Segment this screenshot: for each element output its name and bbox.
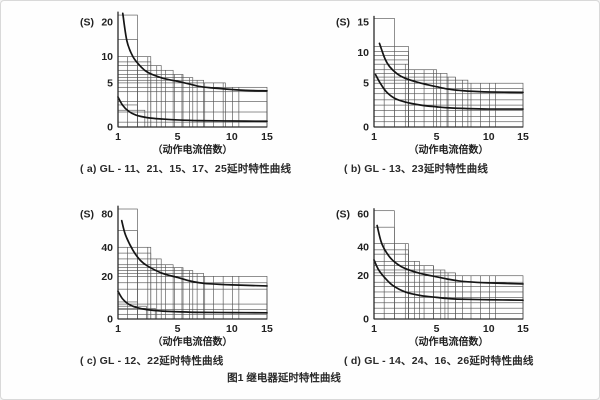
x-tick-label: 5 — [175, 131, 181, 143]
band-box — [373, 243, 409, 320]
chart-c: 0 20 40 80 1 5 10 15 (S) （动作电流倍数） ( c) GL - 12、22… — [61, 201, 319, 368]
upper-limit-curve — [121, 12, 268, 92]
x-tick-label: 10 — [226, 323, 238, 335]
y-tick-label: 20 — [357, 270, 369, 282]
x-tick-label: 15 — [517, 323, 529, 335]
band-box — [373, 291, 524, 320]
y-tick-label: 60 — [357, 209, 369, 221]
x-tick-label: 5 — [434, 323, 440, 335]
y-tick-label: 80 — [101, 209, 113, 221]
y-tick-label: 0 — [363, 122, 369, 134]
limit-curves — [373, 224, 524, 302]
band-box — [373, 99, 524, 128]
x-tick-label: 15 — [261, 131, 273, 143]
figure-caption: 图1 继电器延时特性曲线 — [227, 372, 341, 384]
x-axis-label: （动作电流倍数） — [409, 335, 489, 348]
y-tick-label: 40 — [357, 241, 369, 253]
x-tick-label: 5 — [175, 323, 181, 335]
upper-limit-curve — [378, 42, 524, 94]
x-axis-label: （动作电流倍数） — [153, 143, 233, 156]
band-boxes — [117, 208, 268, 320]
y-tick-label: 10 — [101, 51, 113, 63]
chart-c-caption: ( c) GL - 12、22延时特性曲线 — [80, 355, 224, 367]
y-unit-label: (S) — [80, 17, 94, 29]
y-tick-label: 20 — [101, 17, 113, 29]
chart-d: 0 20 40 60 1 5 10 15 (S) （动作电流倍数） ( d) GL - 14、24… — [317, 201, 575, 368]
y-tick-label: 40 — [101, 242, 113, 254]
band-box — [373, 121, 524, 128]
chart-d-caption: ( d) GL - 14、24、16、26延时特性曲线 — [344, 355, 534, 367]
x-tick-label: 5 — [434, 131, 440, 143]
grid-lines — [383, 64, 496, 127]
y-tick-label: 0 — [107, 314, 113, 326]
band-box — [373, 302, 524, 320]
x-tick-label: 10 — [483, 323, 495, 335]
x-axis-label: （动作电流倍数） — [153, 335, 233, 348]
x-tick-label: 10 — [226, 131, 238, 143]
band-box — [373, 51, 409, 128]
grid-lines — [127, 56, 240, 127]
y-unit-label: (S) — [336, 209, 350, 221]
y-tick-label: 5 — [363, 78, 369, 90]
band-box — [373, 110, 524, 128]
limit-curves — [117, 12, 268, 123]
axis-lines — [373, 15, 523, 128]
x-tick-label: 10 — [483, 131, 495, 143]
axis-lines — [117, 205, 267, 320]
x-tick-label: 1 — [371, 131, 377, 143]
y-tick-label: 10 — [357, 47, 369, 59]
limit-curves — [117, 219, 268, 314]
y-unit-label: (S) — [336, 17, 350, 29]
x-tick-label: 1 — [115, 323, 121, 335]
band-box — [373, 313, 524, 320]
band-box — [373, 79, 469, 128]
chart-a-caption: ( a) GL - 11、21、15、17、25延时特性曲线 — [80, 163, 292, 175]
chart-b-caption: ( b) GL - 13、23延时特性曲线 — [344, 163, 489, 175]
x-axis-label: （动作电流倍数） — [409, 143, 489, 156]
lower-limit-curve — [117, 96, 268, 123]
x-tick-label: 1 — [371, 323, 377, 335]
band-boxes — [373, 210, 524, 320]
band-boxes — [117, 14, 268, 128]
chart-a: 0 5 10 20 1 5 10 15 (S) （动作电流倍数） ( a) GL - 11、21、… — [61, 9, 319, 176]
y-tick-label: 0 — [363, 314, 369, 326]
band-box — [373, 46, 409, 128]
y-unit-label: (S) — [80, 209, 94, 221]
x-tick-label: 1 — [115, 131, 121, 143]
upper-limit-curve — [376, 224, 524, 285]
chart-b: 0 5 10 15 1 5 10 15 (S) （动作电流倍数） ( b) GL - 13、23延… — [317, 9, 575, 176]
lower-limit-curve — [373, 259, 524, 302]
x-tick-label: 15 — [261, 323, 273, 335]
axis-lines — [117, 11, 267, 128]
limit-curves — [374, 42, 524, 110]
axis-lines — [373, 208, 523, 320]
y-tick-label: 15 — [357, 17, 369, 29]
y-tick-label: 0 — [107, 122, 113, 134]
band-box — [373, 73, 448, 128]
x-tick-label: 15 — [517, 131, 529, 143]
y-tick-label: 20 — [101, 271, 113, 283]
upper-limit-curve — [120, 219, 268, 287]
lower-limit-curve — [374, 73, 524, 110]
lower-limit-curve — [117, 290, 268, 314]
grid-lines — [383, 243, 496, 319]
y-tick-label: 5 — [107, 77, 113, 89]
